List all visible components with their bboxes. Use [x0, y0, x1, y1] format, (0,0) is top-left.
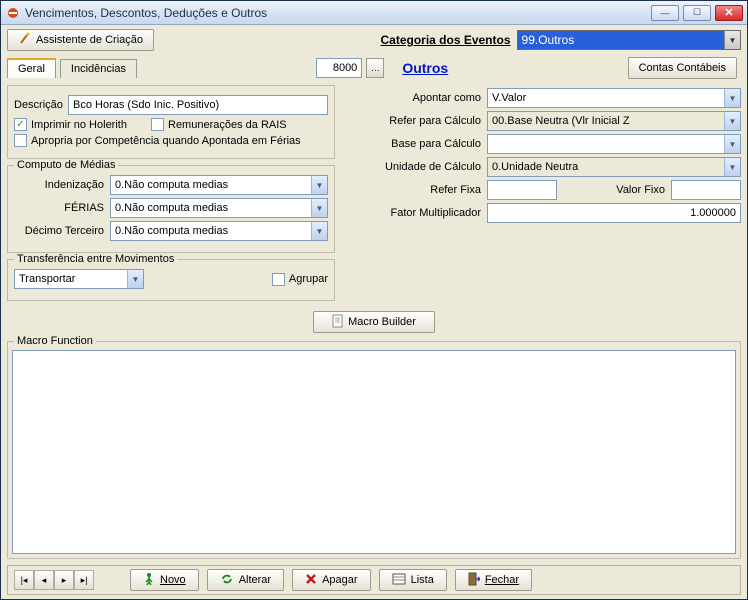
- wizard-icon: [18, 32, 32, 49]
- base-calc-select[interactable]: ▼: [487, 134, 741, 154]
- lista-label: Lista: [411, 574, 434, 586]
- macro-function-textarea[interactable]: [12, 350, 736, 554]
- app-icon: [5, 5, 21, 21]
- ferias-label: FÉRIAS: [14, 202, 110, 214]
- outros-link[interactable]: Outros: [402, 60, 448, 76]
- valor-fixo-input[interactable]: [671, 180, 741, 200]
- bottom-toolbar: |◂ ◂ ▸ ▸| Novo Alterar Apagar Lista: [7, 565, 741, 595]
- refer-fixa-input[interactable]: [487, 180, 557, 200]
- remun-label: Remunerações da RAIS: [168, 119, 287, 131]
- agrupar-checkbox[interactable]: [272, 273, 285, 286]
- apontar-label: Apontar como: [347, 92, 487, 104]
- computo-group: Computo de Médias Indenização 0.Não comp…: [7, 165, 335, 253]
- refer-calc-select[interactable]: 00.Base Neutra (Vlr Inicial Z ▼: [487, 111, 741, 131]
- base-calc-label: Base para Cálculo: [347, 138, 487, 150]
- chevron-down-icon: ▼: [724, 158, 740, 176]
- transf-select[interactable]: Transportar ▼: [14, 269, 144, 289]
- assistente-button[interactable]: Assistente de Criação: [7, 29, 154, 51]
- nav-next-button[interactable]: ▸: [54, 570, 74, 590]
- decimo-select[interactable]: 0.Não computa medias ▼: [110, 221, 328, 241]
- categoria-combo[interactable]: 99.Outros ▼: [517, 30, 741, 50]
- refresh-icon: [220, 572, 234, 589]
- assistente-label: Assistente de Criação: [36, 34, 143, 46]
- novo-label: Novo: [160, 574, 186, 586]
- descricao-group: Descrição Bco Horas (Sdo Inic. Positivo)…: [7, 85, 335, 159]
- tab-incidencias[interactable]: Incidências: [60, 59, 137, 78]
- tab-geral[interactable]: Geral: [7, 58, 56, 78]
- imprimir-label: Imprimir no Holerith: [31, 119, 151, 131]
- maximize-button[interactable]: ☐: [683, 5, 711, 21]
- descricao-input[interactable]: Bco Horas (Sdo Inic. Positivo): [68, 95, 328, 115]
- contas-contabeis-button[interactable]: Contas Contábeis: [628, 57, 737, 79]
- decimo-label: Décimo Terceiro: [14, 225, 110, 237]
- chevron-down-icon: ▼: [724, 89, 740, 107]
- agrupar-label: Agrupar: [289, 273, 328, 285]
- door-exit-icon: [468, 572, 480, 589]
- apropria-label: Apropria por Competência quando Apontada…: [31, 135, 301, 147]
- unidade-select[interactable]: 0.Unidade Neutra ▼: [487, 157, 741, 177]
- categoria-label: Categoria dos Eventos: [380, 33, 510, 47]
- chevron-down-icon: ▼: [724, 31, 740, 49]
- macro-builder-label: Macro Builder: [348, 316, 416, 328]
- transf-group: Transferência entre Movimentos Transport…: [7, 259, 335, 301]
- close-button[interactable]: ✕: [715, 5, 743, 21]
- alterar-button[interactable]: Alterar: [207, 569, 284, 591]
- ferias-select[interactable]: 0.Não computa medias ▼: [110, 198, 328, 218]
- nav-last-button[interactable]: ▸|: [74, 570, 94, 590]
- chevron-down-icon: ▼: [311, 199, 327, 217]
- unidade-label: Unidade de Cálculo: [347, 161, 487, 173]
- fator-label: Fator Multiplicador: [347, 207, 487, 219]
- descricao-label: Descrição: [14, 99, 68, 111]
- main-window: Vencimentos, Descontos, Deduções e Outro…: [0, 0, 748, 600]
- valor-fixo-label: Valor Fixo: [557, 184, 671, 196]
- macro-function-legend: Macro Function: [14, 335, 96, 347]
- apagar-label: Apagar: [322, 574, 357, 586]
- macro-builder-button[interactable]: Macro Builder: [313, 311, 435, 333]
- novo-button[interactable]: Novo: [130, 569, 199, 591]
- computo-legend: Computo de Médias: [14, 159, 118, 171]
- apropria-checkbox[interactable]: [14, 134, 27, 147]
- macro-function-group: Macro Function: [7, 341, 741, 559]
- code-input[interactable]: 8000: [316, 58, 362, 78]
- imprimir-checkbox[interactable]: ✓: [14, 118, 27, 131]
- code-lookup-button[interactable]: …: [366, 58, 384, 78]
- record-nav: |◂ ◂ ▸ ▸|: [14, 570, 94, 590]
- list-icon: [392, 573, 406, 588]
- apagar-button[interactable]: Apagar: [292, 569, 370, 591]
- lista-button[interactable]: Lista: [379, 569, 447, 591]
- chevron-down-icon: ▼: [311, 176, 327, 194]
- refer-fixa-label: Refer Fixa: [347, 184, 487, 196]
- transf-legend: Transferência entre Movimentos: [14, 253, 177, 265]
- chevron-down-icon: ▼: [724, 135, 740, 153]
- categoria-value: 99.Outros: [522, 33, 575, 47]
- refer-calc-label: Refer para Cálculo: [347, 115, 487, 127]
- titlebar[interactable]: Vencimentos, Descontos, Deduções e Outro…: [1, 1, 747, 25]
- alterar-label: Alterar: [239, 574, 271, 586]
- document-icon: [332, 314, 344, 331]
- chevron-down-icon: ▼: [724, 112, 740, 130]
- inden-label: Indenização: [14, 179, 110, 191]
- person-run-icon: [143, 572, 155, 589]
- chevron-down-icon: ▼: [311, 222, 327, 240]
- window-title: Vencimentos, Descontos, Deduções e Outro…: [25, 6, 651, 20]
- fechar-label: Fechar: [485, 574, 519, 586]
- chevron-down-icon: ▼: [127, 270, 143, 288]
- remun-checkbox[interactable]: [151, 118, 164, 131]
- minimize-button[interactable]: —: [651, 5, 679, 21]
- delete-x-icon: [305, 573, 317, 588]
- apontar-select[interactable]: V.Valor ▼: [487, 88, 741, 108]
- nav-first-button[interactable]: |◂: [14, 570, 34, 590]
- fator-input[interactable]: 1.000000: [487, 203, 741, 223]
- nav-prev-button[interactable]: ◂: [34, 570, 54, 590]
- fechar-button[interactable]: Fechar: [455, 569, 532, 591]
- inden-select[interactable]: 0.Não computa medias ▼: [110, 175, 328, 195]
